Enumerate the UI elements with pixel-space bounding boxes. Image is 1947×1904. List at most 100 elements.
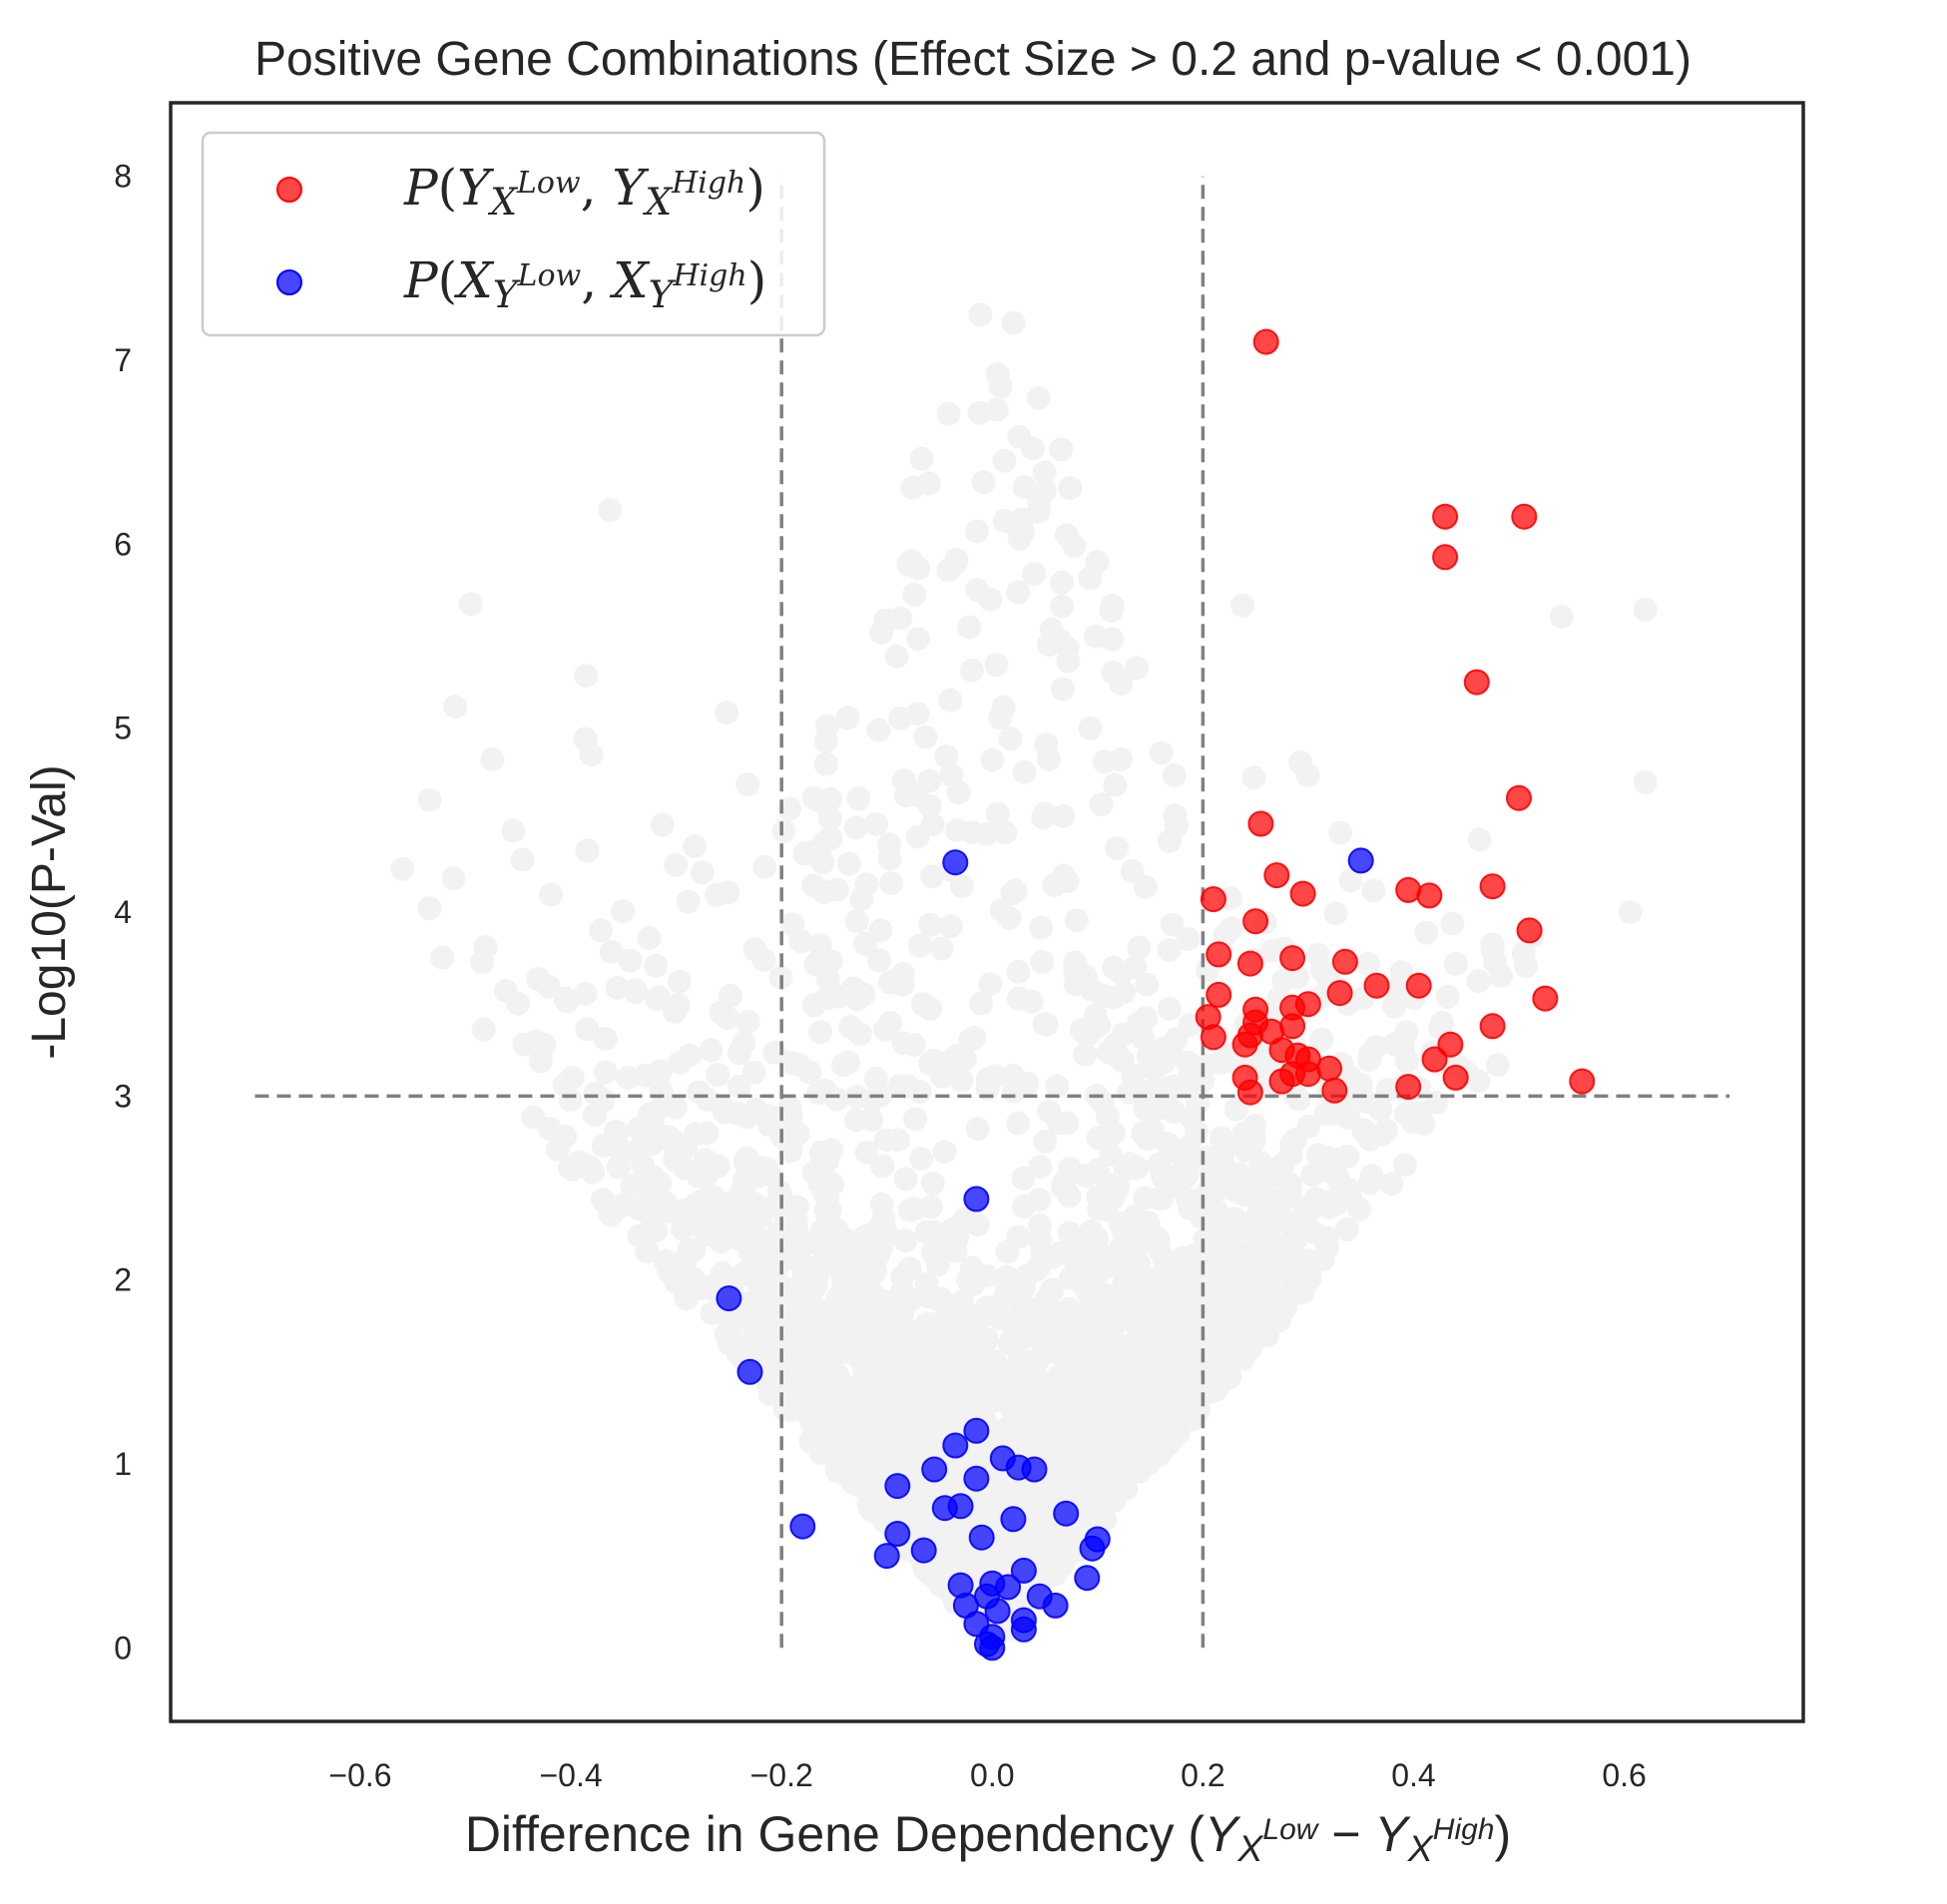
background-point xyxy=(1033,1129,1058,1154)
background-point xyxy=(1001,310,1026,335)
background-point xyxy=(845,987,870,1012)
background-point xyxy=(727,1041,751,1066)
background-point xyxy=(1063,960,1088,985)
background-point xyxy=(1037,1099,1062,1124)
background-point xyxy=(1338,868,1363,893)
blue-point xyxy=(789,1513,816,1540)
background-point xyxy=(831,1053,855,1078)
background-point xyxy=(920,864,944,889)
background-point xyxy=(668,1050,693,1075)
background-point xyxy=(959,1390,984,1415)
background-point xyxy=(1052,1171,1077,1194)
background-point xyxy=(1414,920,1439,945)
background-point xyxy=(1055,1111,1079,1136)
background-point xyxy=(781,1394,806,1419)
blue-point xyxy=(1079,1535,1106,1562)
background-point xyxy=(1483,950,1507,974)
red-point xyxy=(1236,1079,1263,1106)
background-point xyxy=(635,1238,660,1263)
background-point xyxy=(676,889,701,914)
background-point xyxy=(1549,605,1574,630)
background-point xyxy=(753,1196,778,1220)
red-point xyxy=(1463,669,1490,696)
background-point xyxy=(687,1276,712,1301)
background-point xyxy=(899,1495,924,1520)
background-point xyxy=(1146,1300,1171,1324)
background-point xyxy=(390,856,415,881)
background-point xyxy=(993,820,1018,845)
background-point xyxy=(984,653,1009,678)
x-tick-label: −0.2 xyxy=(750,1757,813,1793)
background-point xyxy=(554,989,579,1014)
background-point xyxy=(1443,951,1468,976)
background-point xyxy=(605,975,630,1000)
y-tick-label: 8 xyxy=(114,159,132,195)
red-point xyxy=(1532,985,1559,1012)
background-point xyxy=(1162,1100,1187,1125)
background-point xyxy=(1041,1305,1066,1330)
blue-point xyxy=(910,1537,937,1564)
background-point xyxy=(815,967,840,992)
blue-point xyxy=(984,1598,1011,1625)
background-point xyxy=(918,912,943,937)
background-point xyxy=(1032,460,1057,485)
red-point xyxy=(1395,876,1422,903)
blue-point xyxy=(884,1521,911,1547)
background-point xyxy=(974,1263,999,1288)
background-point xyxy=(971,470,996,495)
background-point xyxy=(493,978,518,1003)
background-point xyxy=(648,1171,673,1195)
background-point xyxy=(734,1146,759,1171)
background-point xyxy=(933,1379,958,1404)
background-point xyxy=(637,926,662,951)
background-point xyxy=(1100,627,1125,652)
background-point xyxy=(989,898,1014,923)
background-point xyxy=(1135,972,1160,997)
background-point xyxy=(594,1060,618,1085)
background-point xyxy=(777,1094,802,1119)
background-point xyxy=(819,949,843,974)
background-point xyxy=(913,724,938,749)
background-point xyxy=(1028,1213,1052,1238)
background-point xyxy=(718,983,742,1008)
background-point xyxy=(1134,1269,1158,1293)
background-point xyxy=(910,992,935,1017)
blue-point xyxy=(736,1358,763,1385)
background-point xyxy=(961,1372,985,1397)
background-point xyxy=(920,1171,945,1195)
red-point xyxy=(1252,328,1279,355)
background-point xyxy=(1230,593,1255,618)
background-point xyxy=(1242,1113,1267,1138)
background-point xyxy=(847,1274,872,1298)
background-point xyxy=(938,688,963,713)
red-point xyxy=(1206,981,1232,1008)
background-point xyxy=(1382,994,1406,1019)
blue-point xyxy=(1021,1456,1048,1483)
background-point xyxy=(1286,1087,1311,1112)
background-point xyxy=(1133,874,1158,899)
legend-marker-blue xyxy=(276,269,302,295)
blue-point xyxy=(1010,1557,1037,1584)
background-point xyxy=(1002,1079,1027,1104)
background-point xyxy=(664,852,689,877)
background-point xyxy=(620,1174,645,1198)
background-point xyxy=(949,1068,974,1093)
background-point xyxy=(521,1105,546,1130)
background-point xyxy=(851,1357,876,1382)
background-point xyxy=(827,1316,852,1341)
background-point xyxy=(902,582,927,607)
red-point xyxy=(1506,784,1532,811)
background-point xyxy=(1157,829,1182,854)
background-point xyxy=(939,762,964,787)
background-point xyxy=(857,1432,882,1457)
background-point xyxy=(973,1500,998,1524)
plot-frame xyxy=(169,101,1805,1723)
background-point xyxy=(1111,1022,1136,1047)
background-point xyxy=(992,508,1017,533)
background-point xyxy=(1056,649,1081,674)
red-point xyxy=(1231,1031,1258,1058)
background-point xyxy=(852,1451,876,1476)
background-point xyxy=(888,1407,913,1432)
background-point xyxy=(1288,750,1313,774)
background-point xyxy=(710,1260,734,1285)
